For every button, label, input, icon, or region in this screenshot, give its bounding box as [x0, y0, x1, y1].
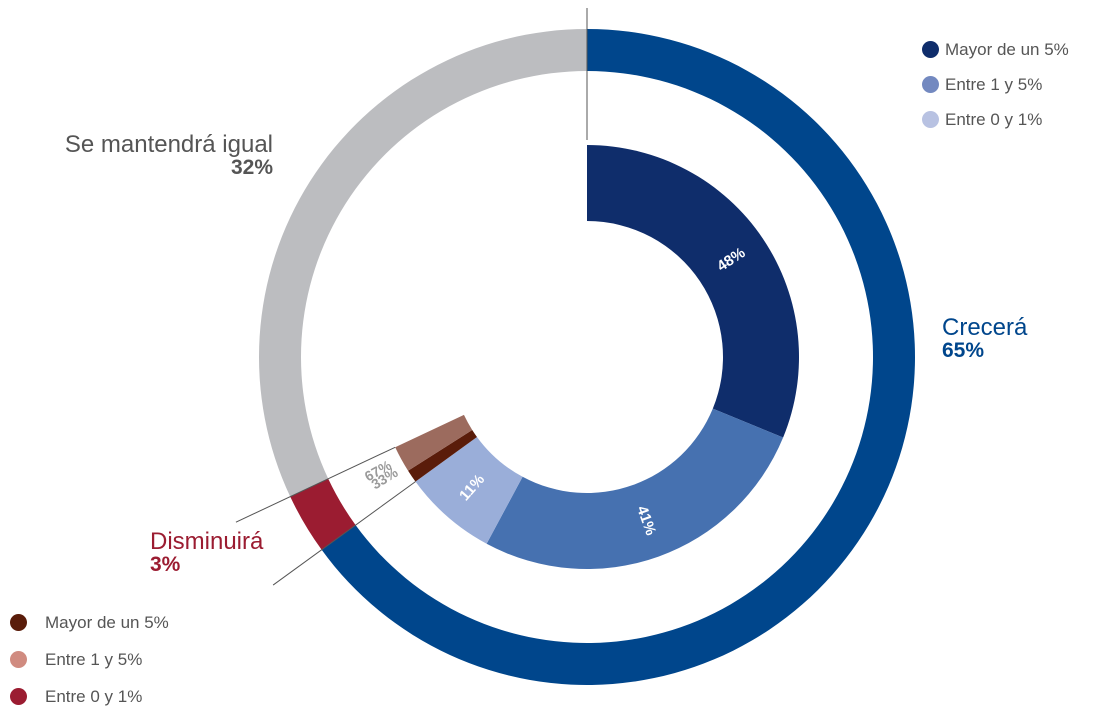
legend-disminuira-item: Entre 1 y 5% — [10, 641, 169, 678]
inner-slice — [486, 408, 784, 569]
legend-dot-icon — [922, 76, 939, 93]
legend-disminuira: Mayor de un 5% Entre 1 y 5% Entre 0 y 1% — [10, 604, 169, 715]
label-igual: Se mantendrá igual 32% — [64, 131, 273, 179]
legend-label: Entre 1 y 5% — [45, 649, 143, 669]
legend-disminuira-item: Mayor de un 5% — [10, 604, 169, 641]
legend-label: Mayor de un 5% — [945, 39, 1069, 59]
outer-slice — [290, 478, 356, 550]
legend-label: Entre 0 y 1% — [45, 686, 143, 706]
inner-slice — [395, 414, 473, 471]
inner-slice — [408, 429, 477, 482]
legend-label: Entre 0 y 1% — [945, 109, 1043, 129]
leader-line — [272, 481, 416, 586]
label-disminuira-pct: 3% — [150, 553, 181, 576]
inner-slice — [587, 145, 799, 438]
label-crecera: Crecerá 65% — [942, 314, 1028, 362]
legend-crecera-item: Mayor de un 5% — [922, 32, 1069, 67]
label-crecera-name: Crecerá — [942, 314, 1028, 341]
label-crecera-pct: 65% — [942, 339, 985, 362]
label-igual-pct: 32% — [230, 156, 273, 179]
legend-dot-icon — [10, 651, 27, 668]
legend-dot-icon — [10, 688, 27, 705]
label-disminuira-name: Disminuirá — [150, 528, 264, 555]
label-disminuira: Disminuirá 3% — [150, 528, 264, 576]
legend-dot-icon — [922, 41, 939, 58]
legend-label: Mayor de un 5% — [45, 612, 169, 632]
legend-crecera: Mayor de un 5% Entre 1 y 5% Entre 0 y 1% — [922, 32, 1069, 137]
legend-disminuira-item: Entre 0 y 1% — [10, 678, 169, 715]
legend-label: Entre 1 y 5% — [945, 74, 1043, 94]
legend-dot-icon — [922, 111, 939, 128]
outer-slice — [259, 29, 587, 497]
legend-crecera-item: Entre 0 y 1% — [922, 102, 1069, 137]
legend-crecera-item: Entre 1 y 5% — [922, 67, 1069, 102]
inner-slice — [415, 436, 523, 544]
leader-line — [235, 446, 396, 523]
legend-dot-icon — [10, 614, 27, 631]
label-igual-name: Se mantendrá igual — [64, 131, 273, 158]
